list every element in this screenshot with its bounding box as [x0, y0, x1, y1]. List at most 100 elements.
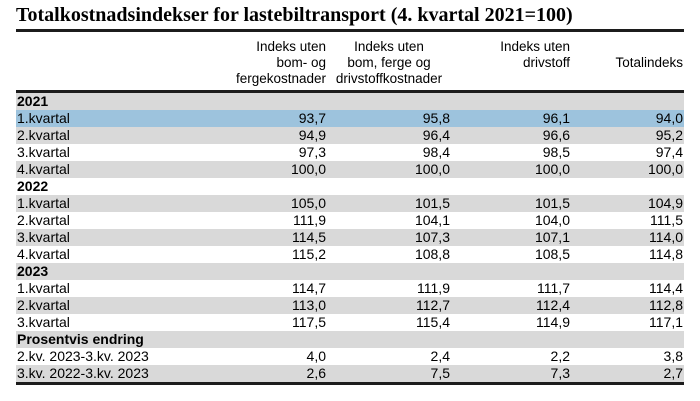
table-row[interactable]: 3.kvartal 97,3 98,4 98,5 97,4 — [16, 144, 684, 161]
row-label: 1.kvartal — [17, 280, 70, 296]
table-row[interactable]: 3.kvartal 117,5 115,4 114,9 117,1 — [16, 314, 684, 331]
cell-value — [186, 331, 327, 348]
page-title: Totalkostnadsindekser for lastebiltransp… — [16, 0, 684, 32]
cell-value: 98,5 — [542, 144, 570, 160]
cell-value — [571, 331, 684, 348]
header-indeks-uten-bom-og-ferge: Indeks uten bom- og fergekostnader — [186, 32, 327, 93]
cell-value: 111,7 — [537, 280, 570, 296]
cost-index-table: Indeks uten bom- og fergekostnader Indek… — [16, 32, 684, 385]
cell-value: 95,2 — [655, 127, 683, 143]
cell-value — [327, 263, 451, 280]
row-label: 1.kvartal — [17, 110, 70, 126]
cell-value — [571, 92, 684, 111]
cell-value: 114,0 — [649, 229, 683, 245]
cell-value: 117,5 — [292, 314, 326, 330]
row-label: 1.kvartal — [17, 195, 70, 211]
cell-value: 111,9 — [417, 280, 450, 296]
cell-value: 105,0 — [290, 195, 326, 211]
cell-value: 114,9 — [536, 314, 570, 330]
table-row[interactable]: 2.kv. 2023-3.kv. 2023 4,0 2,4 2,2 3,8 — [16, 348, 684, 365]
table-row[interactable]: 2.kvartal 113,0 112,7 112,4 112,8 — [16, 297, 684, 314]
cell-value — [451, 92, 571, 111]
header-row: Indeks uten bom- og fergekostnader Indek… — [16, 32, 684, 93]
cell-value — [571, 263, 684, 280]
cell-value: 96,1 — [542, 110, 570, 126]
cell-value: 108,8 — [414, 246, 450, 262]
cell-value: 111,9 — [293, 212, 326, 228]
row-label: 2.kv. 2023-3.kv. 2023 — [17, 348, 149, 364]
table-header: Indeks uten bom- og fergekostnader Indek… — [16, 32, 684, 93]
cell-value: 7,5 — [430, 365, 450, 381]
row-label: 2.kvartal — [17, 127, 70, 143]
cell-value: 100,0 — [534, 161, 570, 177]
row-label: 3.kvartal — [17, 229, 70, 245]
cell-value: 115,4 — [416, 314, 450, 330]
table-row[interactable]: 4.kvartal 115,2 108,8 108,5 114,8 — [16, 246, 684, 263]
section-label: 2022 — [17, 178, 49, 194]
table-row[interactable]: 4.kvartal 100,0 100,0 100,0 100,0 — [16, 161, 684, 178]
cell-value: 107,3 — [414, 229, 450, 245]
cell-value: 114,4 — [649, 280, 683, 296]
cell-value — [186, 263, 327, 280]
cell-value — [327, 92, 451, 111]
header-totalindeks: Totalindeks — [571, 32, 684, 93]
cell-value: 93,7 — [298, 110, 326, 126]
table-row[interactable]: 3.kv. 2022-3.kv. 2023 2,6 7,5 7,3 2,7 — [16, 365, 684, 384]
header-indeks-uten-bom-ferge-drivstoff: Indeks uten bom, ferge og drivstoffkostn… — [327, 32, 451, 93]
cell-value: 101,5 — [534, 195, 570, 211]
table-body: 2021 1.kvartal 93,7 95,8 96,1 94,0 2.kvartal 94… — [16, 91, 684, 384]
cell-value — [327, 178, 451, 195]
section-label: 2021 — [17, 93, 49, 109]
table-row[interactable]: 2.kvartal 111,9 104,1 104,0 111,5 — [16, 212, 684, 229]
cell-value: 112,7 — [416, 297, 450, 313]
cell-value: 96,4 — [422, 127, 450, 143]
table-row[interactable]: 2.kvartal 94,9 96,4 96,6 95,2 — [16, 127, 684, 144]
cell-value: 2,7 — [663, 365, 683, 381]
cell-value: 104,1 — [414, 212, 450, 228]
cell-value: 107,1 — [534, 229, 570, 245]
cell-value: 100,0 — [414, 161, 450, 177]
row-label: 3.kv. 2022-3.kv. 2023 — [17, 365, 149, 381]
section-row: 2023 — [16, 263, 684, 280]
cell-value — [186, 178, 327, 195]
cell-value: 111,5 — [650, 212, 683, 228]
cell-value: 2,6 — [306, 365, 326, 381]
table-row-highlighted[interactable]: 1.kvartal 93,7 95,8 96,1 94,0 — [16, 110, 684, 127]
row-label: 4.kvartal — [17, 161, 70, 177]
cell-value: 112,4 — [536, 297, 570, 313]
cell-value: 112,8 — [649, 297, 683, 313]
table-row[interactable]: 1.kvartal 105,0 101,5 101,5 104,9 — [16, 195, 684, 212]
row-label: 3.kvartal — [17, 314, 70, 330]
cell-value: 94,9 — [298, 127, 326, 143]
cell-value: 97,3 — [298, 144, 326, 160]
section-row: 2022 — [16, 178, 684, 195]
cell-value: 108,5 — [534, 246, 570, 262]
cell-value: 117,1 — [649, 314, 683, 330]
cell-value: 100,0 — [647, 161, 683, 177]
cell-value — [327, 331, 451, 348]
cell-value: 104,9 — [647, 195, 683, 211]
cell-value — [186, 92, 327, 111]
cell-value — [451, 178, 571, 195]
cell-value: 115,2 — [292, 246, 326, 262]
cell-value: 113,0 — [292, 297, 326, 313]
header-rowlabel-column — [16, 32, 186, 93]
cell-value: 94,0 — [655, 110, 683, 126]
section-label: Prosentvis endring — [17, 331, 144, 347]
cell-value: 7,3 — [550, 365, 570, 381]
table-row[interactable]: 3.kvartal 114,5 107,3 107,1 114,0 — [16, 229, 684, 246]
section-label: 2023 — [17, 263, 49, 279]
section-row: Prosentvis endring — [16, 331, 684, 348]
header-indeks-uten-drivstoff: Indeks uten drivstoff — [451, 32, 571, 93]
cell-value — [571, 178, 684, 195]
cell-value: 114,5 — [292, 229, 326, 245]
cell-value: 3,8 — [663, 348, 683, 364]
cell-value: 4,0 — [306, 348, 326, 364]
row-label: 2.kvartal — [17, 212, 70, 228]
table-row[interactable]: 1.kvartal 114,7 111,9 111,7 114,4 — [16, 280, 684, 297]
cell-value — [451, 331, 571, 348]
row-label: 4.kvartal — [17, 246, 70, 262]
cell-value: 95,8 — [422, 110, 450, 126]
cell-value — [451, 263, 571, 280]
